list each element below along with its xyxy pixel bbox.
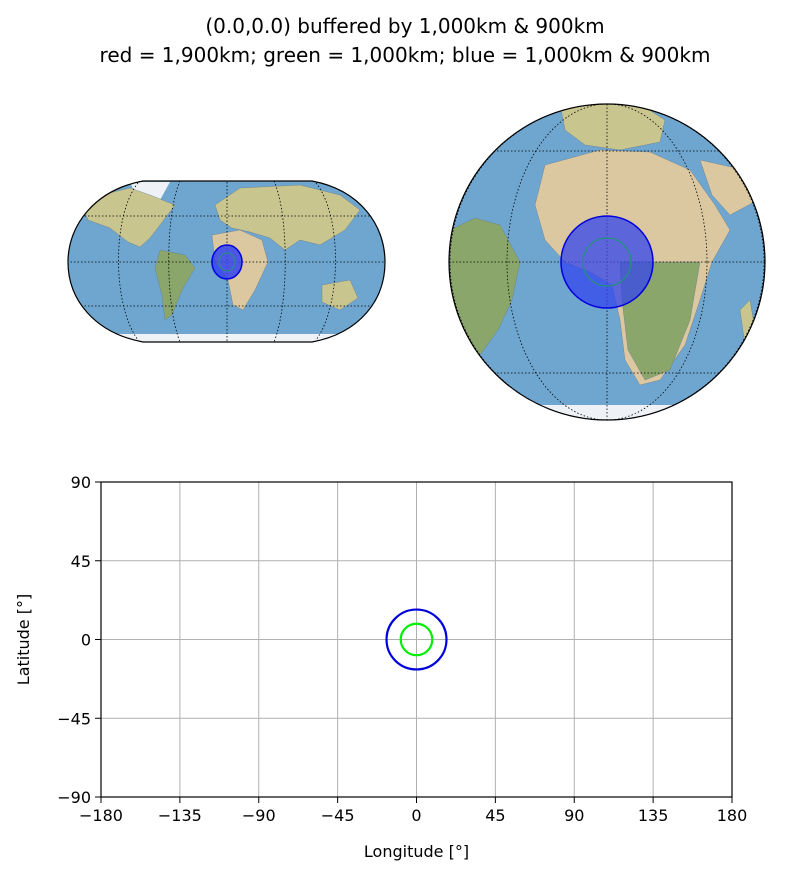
y-tick-label: −45 [57,709,91,728]
y-tick-label: 0 [81,631,91,650]
plot-frame [100,481,733,798]
ortho-antarctica [500,405,710,420]
x-tick-label: −90 [242,806,276,825]
x-tick-label: −135 [158,806,202,825]
figure-title-line1: (0.0,0.0) buffered by 1,000km & 900km [205,14,604,38]
robinson-buffer-green [218,252,236,272]
y-tick-label: 90 [71,473,91,492]
x-axis-label: Longitude [°] [364,842,469,861]
x-tick-label: 135 [638,806,669,825]
buffer-green-ring [399,622,434,657]
orthographic-map [448,103,766,421]
robinson-border [67,180,386,343]
y-tick-label: −90 [57,788,91,807]
x-tick-label: −180 [79,806,123,825]
latlon-plot: −180 −135 −90 −45 0 45 90 135 180 −90 −45 0 45 90 Lon… [14,473,747,861]
plot-ticks: −180 −135 −90 −45 0 45 90 135 180 −90 −45 0 45 90 [57,473,747,825]
ortho-buffer-green [582,237,632,287]
ortho-border [448,103,766,421]
x-tick-label: 0 [411,806,421,825]
x-tick-label: 90 [564,806,584,825]
x-tick-label: 180 [717,806,748,825]
robinson-eurasia [214,184,361,251]
robinson-north-america [79,187,176,248]
plot-gridlines [100,481,733,798]
buffer-blue-ring [385,608,448,671]
figure-title-line2: red = 1,900km; green = 1,000km; blue = 1… [100,43,711,67]
y-axis-label: Latitude [°] [14,594,33,685]
x-tick-label: −45 [321,806,355,825]
robinson-map [67,180,386,343]
ortho-buffer-blue [560,215,654,309]
robinson-antarctica [68,334,385,342]
x-tick-label: 45 [485,806,505,825]
y-tick-label: 45 [71,552,91,571]
robinson-buffer-blue [211,244,243,280]
robinson-south-america [154,249,196,321]
plot-buffers [385,608,448,671]
